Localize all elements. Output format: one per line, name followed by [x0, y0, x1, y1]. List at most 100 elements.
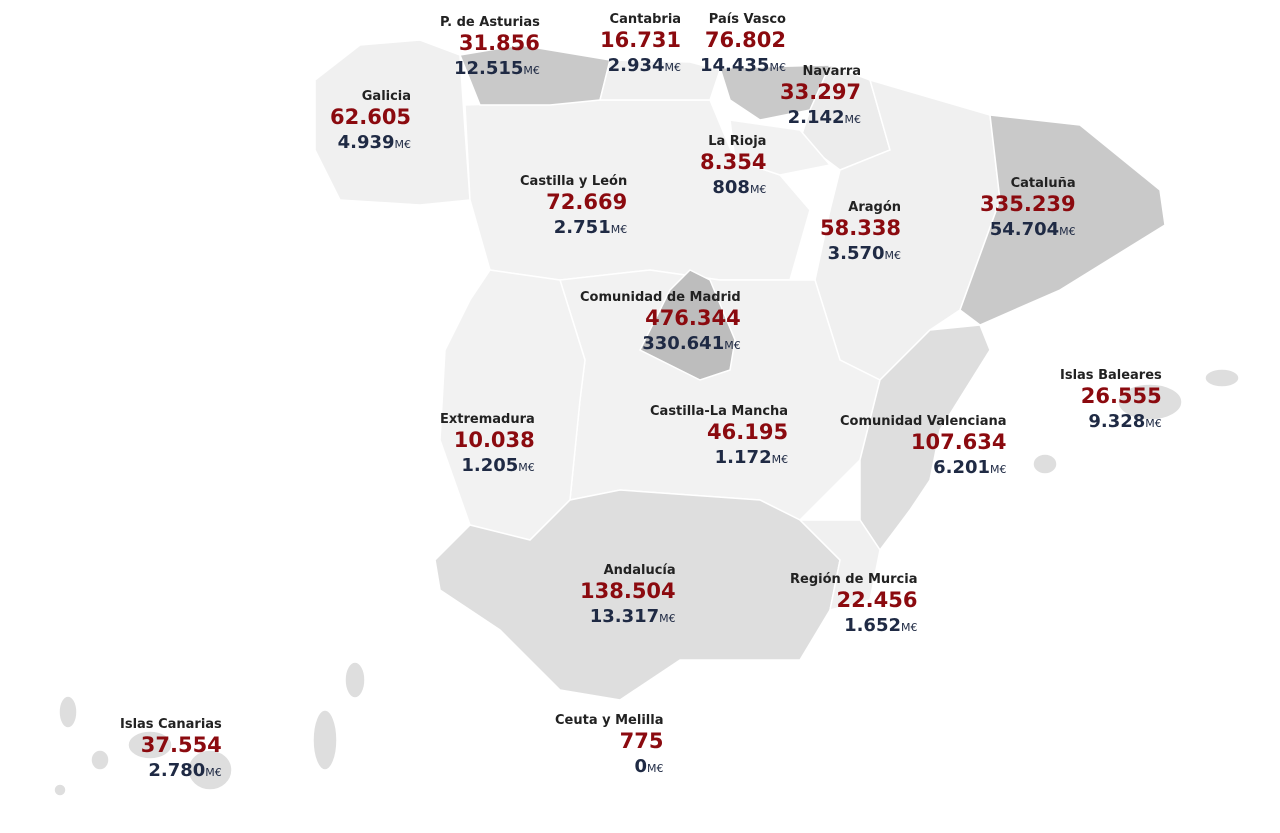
region-amount: 1.205M€ — [440, 453, 535, 481]
unit-label: M€ — [518, 461, 535, 474]
region-amount-value: 330.641 — [642, 333, 725, 354]
region-madrid[interactable] — [638, 269, 736, 381]
region-baleares[interactable] — [1032, 368, 1240, 475]
unit-label: M€ — [1059, 225, 1076, 238]
region-value: 16.731 — [600, 28, 682, 52]
region-name: Islas Canarias — [120, 717, 222, 732]
region-name: País Vasco — [708, 12, 786, 27]
region-amount-value: 13.317 — [589, 606, 660, 627]
region-amount: 12.515M€ — [440, 56, 540, 84]
region-valencia[interactable] — [859, 324, 991, 552]
region-label-andalucia: Andalucía 138.504 13.317M€ — [580, 563, 676, 632]
region-name: Comunidad Valenciana — [840, 414, 1007, 429]
region-label-cataluna: Cataluña 335.239 54.704M€ — [980, 176, 1076, 245]
region-amount-value: 2.142 — [787, 107, 845, 128]
region-label-asturias: P. de Asturias 31.856 12.515M€ — [440, 15, 540, 84]
region-amount: 808M€ — [700, 175, 766, 203]
region-name: Aragón — [848, 200, 902, 215]
region-label-larioja: La Rioja 8.354 808M€ — [700, 134, 766, 203]
region-value: 58.338 — [820, 216, 902, 240]
region-amount: 9.328M€ — [1060, 409, 1162, 437]
region-label-baleares: Islas Baleares 26.555 9.328M€ — [1060, 368, 1162, 437]
region-amount: 330.641M€ — [580, 331, 741, 359]
region-amount: 2.751M€ — [520, 215, 627, 243]
region-amount: 1.172M€ — [650, 445, 788, 473]
region-value: 22.456 — [836, 588, 918, 612]
unit-label: M€ — [394, 138, 412, 151]
region-amount: 2.780M€ — [120, 758, 222, 786]
region-value: 107.634 — [910, 430, 1007, 454]
unit-label: M€ — [844, 113, 862, 126]
region-name: Andalucía — [603, 563, 676, 578]
region-amount: 2.934M€ — [600, 53, 681, 81]
region-amount: 0M€ — [555, 754, 663, 782]
region-murcia[interactable] — [798, 519, 881, 612]
unit-label: M€ — [205, 766, 222, 779]
region-name: P. de Asturias — [440, 15, 540, 30]
unit-label: M€ — [749, 183, 767, 196]
region-amount: 54.704M€ — [980, 217, 1076, 245]
region-name: Islas Baleares — [1060, 368, 1162, 383]
region-name: La Rioja — [708, 134, 767, 149]
unit-label: M€ — [610, 223, 628, 236]
region-andalucia[interactable] — [434, 489, 841, 701]
region-value: 10.038 — [453, 428, 535, 452]
region-larioja[interactable] — [729, 119, 832, 176]
region-name: Ceuta y Melilla — [555, 713, 664, 728]
region-cataluna[interactable] — [959, 114, 1166, 326]
region-value: 31.856 — [458, 31, 540, 55]
region-amount: 4.939M€ — [330, 130, 411, 158]
region-value: 33.297 — [780, 80, 862, 104]
region-value: 76.802 — [704, 28, 786, 52]
region-cantabria[interactable] — [599, 59, 721, 101]
region-amount-value: 1.652 — [844, 615, 901, 636]
region-value: 72.669 — [546, 190, 628, 214]
region-label-cyl: Castilla y León 72.669 2.751M€ — [520, 174, 627, 243]
region-value: 8.354 — [700, 150, 767, 174]
region-amount-value: 2.751 — [553, 217, 611, 238]
region-amount-value: 4.939 — [337, 132, 395, 153]
region-amount: 6.201M€ — [840, 455, 1007, 483]
unit-label: M€ — [884, 249, 902, 262]
region-label-navarra: Navarra 33.297 2.142M€ — [780, 64, 861, 133]
unit-label: M€ — [771, 453, 789, 466]
region-label-canarias: Islas Canarias 37.554 2.780M€ — [120, 717, 222, 786]
region-amount-value: 9.328 — [1088, 411, 1146, 432]
region-extremadura[interactable] — [439, 269, 586, 541]
region-amount-value: 1.205 — [461, 455, 519, 476]
region-value: 62.605 — [330, 105, 412, 129]
region-amount-value: 3.570 — [827, 243, 885, 264]
region-value: 46.195 — [707, 420, 789, 444]
unit-label: M€ — [769, 61, 786, 74]
unit-label: M€ — [646, 762, 664, 775]
unit-label: M€ — [990, 463, 1007, 476]
region-canarias[interactable] — [53, 661, 366, 797]
region-name: Comunidad de Madrid — [580, 290, 741, 305]
unit-label: M€ — [724, 339, 741, 352]
region-value: 476.344 — [645, 306, 741, 330]
unit-label: M€ — [523, 64, 540, 77]
region-label-madrid: Comunidad de Madrid 476.344 330.641M€ — [580, 290, 741, 359]
region-amount-value: 6.201 — [933, 457, 991, 478]
region-amount: 1.652M€ — [790, 613, 917, 641]
unit-label: M€ — [659, 612, 676, 625]
region-paisvasco[interactable] — [718, 64, 832, 121]
region-value: 138.504 — [580, 579, 676, 603]
region-amount-value: 0 — [634, 756, 647, 777]
region-amount-value: 808 — [712, 177, 750, 198]
region-amount: 2.142M€ — [780, 105, 861, 133]
region-name: Navarra — [802, 64, 862, 79]
region-label-murcia: Región de Murcia 22.456 1.652M€ — [790, 572, 918, 641]
unit-label: M€ — [1145, 417, 1162, 430]
region-amount-value: 1.172 — [714, 447, 772, 468]
region-value: 37.554 — [140, 733, 222, 757]
region-label-paisvasco: País Vasco 76.802 14.435M€ — [700, 12, 786, 81]
region-label-extremadura: Extremadura 10.038 1.205M€ — [440, 412, 535, 481]
region-value: 26.555 — [1080, 384, 1162, 408]
region-amount: 3.570M€ — [820, 241, 901, 269]
region-amount-value: 2.934 — [607, 55, 665, 76]
region-name: Cataluña — [1010, 176, 1076, 191]
region-amount-value: 54.704 — [989, 219, 1060, 240]
region-label-ceuta: Ceuta y Melilla 775 0M€ — [555, 713, 663, 782]
region-amount-value: 14.435 — [700, 55, 770, 76]
